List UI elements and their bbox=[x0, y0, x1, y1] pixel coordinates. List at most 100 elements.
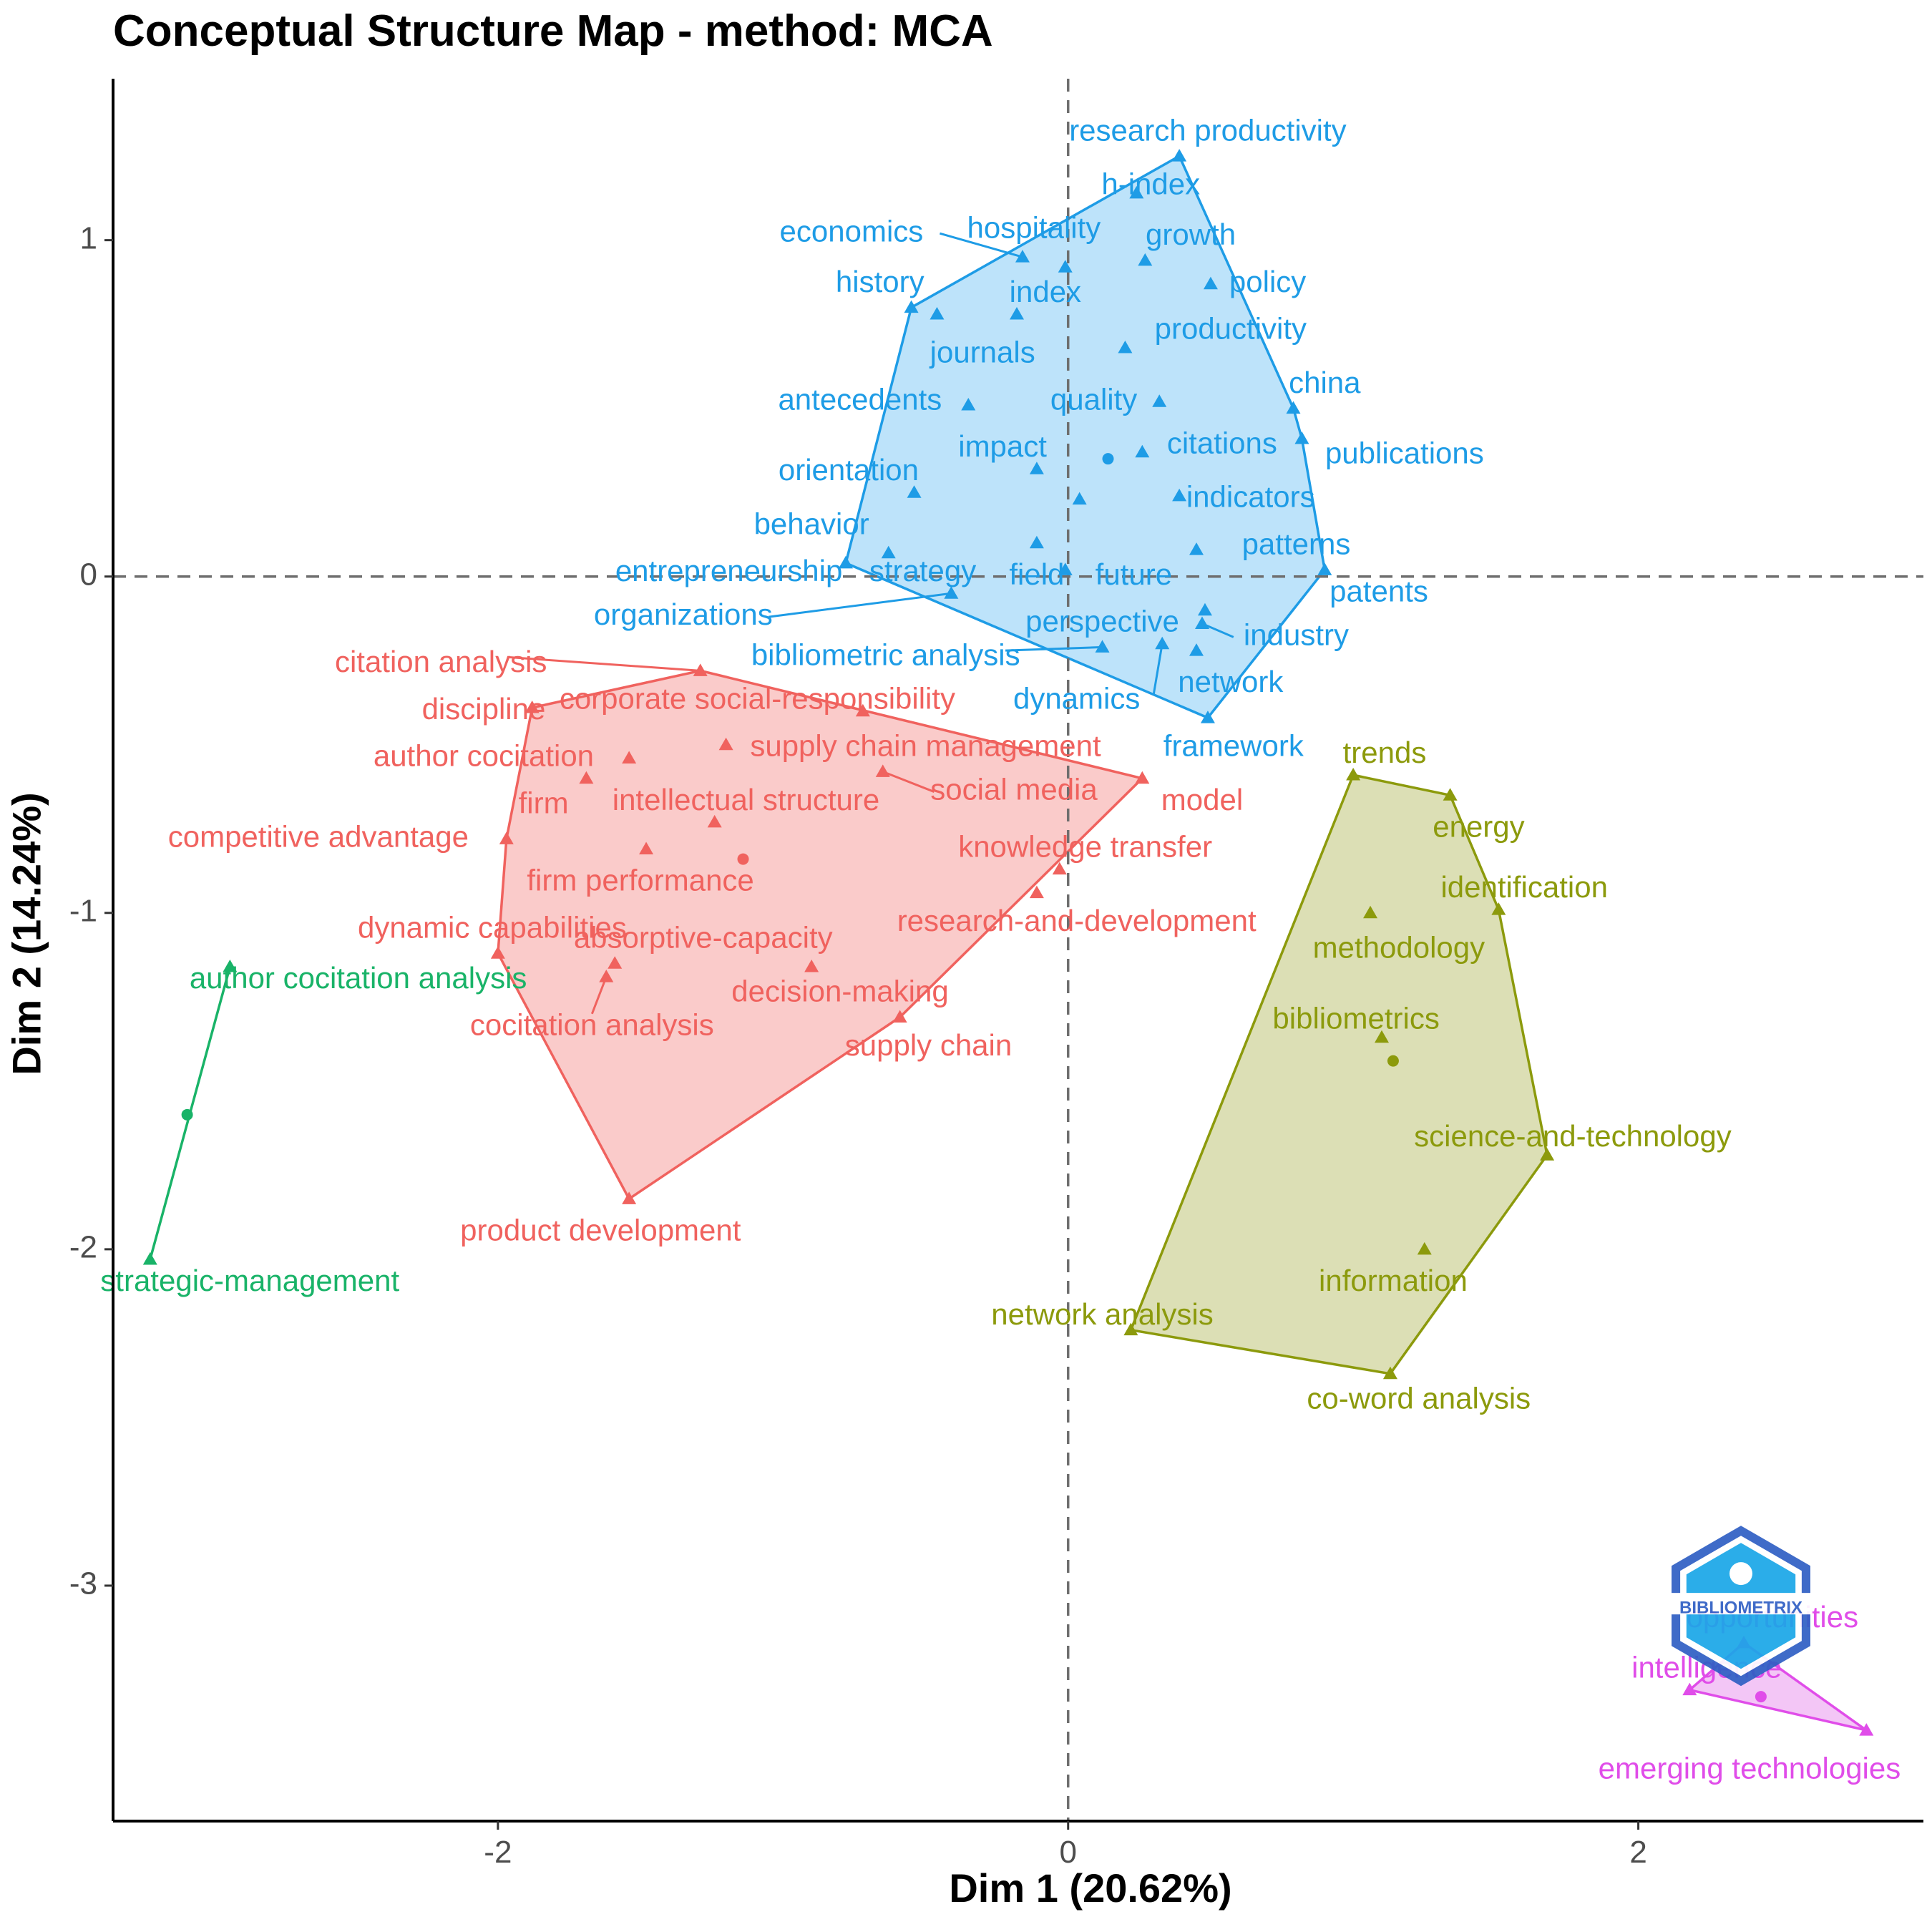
data-point bbox=[1010, 307, 1025, 320]
logo-banner bbox=[1669, 1593, 1813, 1615]
data-point bbox=[622, 1191, 637, 1204]
point-label: network analysis bbox=[991, 1297, 1213, 1331]
data-point bbox=[1382, 1366, 1397, 1380]
label-leader bbox=[590, 976, 608, 1015]
data-point bbox=[1129, 185, 1144, 199]
data-point bbox=[1363, 905, 1378, 919]
point-label: h-index bbox=[1101, 167, 1200, 201]
point-label: dynamics bbox=[1013, 682, 1140, 716]
data-point bbox=[1189, 542, 1204, 555]
data-point bbox=[1029, 535, 1044, 549]
axes: -2 0 2 1 0 -1 -2 -3 bbox=[69, 79, 1923, 1870]
point-label: history bbox=[836, 265, 924, 298]
point-label: social media bbox=[930, 773, 1098, 806]
data-point bbox=[223, 960, 238, 972]
point-label: citation analysis bbox=[335, 645, 547, 678]
point-label: research productivity bbox=[1069, 113, 1347, 147]
cluster-1-centroid bbox=[1102, 453, 1114, 465]
cluster-hulls bbox=[149, 155, 1868, 1732]
data-point bbox=[599, 970, 614, 982]
point-label: intellectual structure bbox=[613, 783, 880, 816]
data-point bbox=[892, 1010, 907, 1023]
cluster-2-hull bbox=[497, 669, 1144, 1201]
point-label: behavior bbox=[754, 507, 869, 540]
data-point bbox=[1072, 492, 1087, 505]
data-point bbox=[622, 751, 637, 764]
point-label: productivity bbox=[1155, 312, 1307, 346]
point-label: supply chain bbox=[845, 1028, 1012, 1062]
chart-title: Conceptual Structure Map - method: MCA bbox=[113, 6, 993, 56]
point-label: patterns bbox=[1242, 527, 1351, 561]
data-point bbox=[1540, 1148, 1555, 1161]
data-point bbox=[1443, 788, 1458, 801]
bibliometrix-logo: BIBLIOMETRIX bbox=[1669, 1526, 1813, 1687]
label-leader bbox=[940, 232, 1023, 258]
data-point bbox=[1172, 488, 1187, 502]
cluster-2-centroid bbox=[737, 853, 749, 865]
y-tick-label: 0 bbox=[80, 557, 97, 592]
point-label: model bbox=[1161, 783, 1243, 816]
y-tick-label: -1 bbox=[69, 893, 97, 928]
x-tick-label: -2 bbox=[484, 1835, 512, 1870]
data-point bbox=[1286, 401, 1301, 414]
data-point bbox=[1200, 711, 1215, 723]
data-point bbox=[1294, 431, 1309, 444]
point-label: author cocitation analysis bbox=[190, 961, 527, 995]
data-point bbox=[1197, 602, 1212, 616]
data-point bbox=[804, 960, 819, 972]
label-leader bbox=[1005, 645, 1103, 652]
point-label: policy bbox=[1229, 265, 1306, 298]
data-point bbox=[1123, 1322, 1138, 1336]
data-point bbox=[1189, 643, 1204, 656]
label-leader bbox=[1152, 643, 1163, 695]
point-label: bibliometric analysis bbox=[751, 638, 1020, 672]
point-label: indicators bbox=[1186, 480, 1315, 514]
point-label: decision-making bbox=[731, 975, 948, 1008]
point-label: antecedents bbox=[778, 382, 942, 416]
data-point bbox=[579, 771, 594, 784]
data-point bbox=[930, 307, 945, 320]
data-point bbox=[1491, 902, 1506, 915]
data-point bbox=[1374, 1030, 1389, 1043]
data-point bbox=[490, 946, 505, 959]
data-point bbox=[1118, 341, 1133, 353]
point-label: author cocitation bbox=[374, 739, 594, 773]
label-leader bbox=[769, 592, 952, 618]
point-label: economics bbox=[780, 214, 924, 248]
label-leader bbox=[509, 656, 701, 672]
data-point bbox=[1138, 253, 1153, 266]
data-point bbox=[1859, 1723, 1874, 1736]
point-label: dynamic capabilities bbox=[358, 910, 627, 944]
data-point bbox=[639, 841, 654, 854]
data-point bbox=[608, 956, 623, 969]
point-label: growth bbox=[1146, 218, 1236, 251]
point-label: strategic-management bbox=[100, 1264, 399, 1297]
data-point bbox=[707, 814, 722, 828]
data-point bbox=[142, 1252, 157, 1265]
cluster-4-centroid bbox=[1387, 1055, 1399, 1067]
data-points bbox=[142, 149, 1874, 1736]
data-point bbox=[1135, 771, 1150, 784]
point-label: supply chain management bbox=[750, 729, 1101, 763]
point-label: hospitality bbox=[967, 211, 1101, 245]
point-label: energy bbox=[1433, 809, 1524, 843]
label-leaders bbox=[509, 232, 1234, 1015]
x-axis-title: Dim 1 (20.62%) bbox=[949, 1865, 1232, 1911]
data-point bbox=[838, 555, 853, 569]
data-point bbox=[1029, 462, 1044, 474]
point-label: citations bbox=[1167, 426, 1277, 459]
label-leader bbox=[1201, 623, 1234, 638]
cluster-3-centroid bbox=[181, 1108, 193, 1121]
point-label: strategy bbox=[869, 554, 976, 587]
label-leader bbox=[882, 770, 935, 793]
data-point bbox=[1317, 562, 1332, 575]
data-point bbox=[855, 703, 870, 717]
point-label: orientation bbox=[779, 453, 919, 487]
data-point bbox=[1682, 1682, 1697, 1696]
point-label: methodology bbox=[1313, 931, 1485, 965]
data-point bbox=[1203, 276, 1218, 290]
data-point bbox=[907, 485, 922, 498]
point-label: firm performance bbox=[527, 864, 753, 897]
point-label: competitive advantage bbox=[168, 819, 469, 853]
point-label: bibliometrics bbox=[1272, 1001, 1439, 1035]
